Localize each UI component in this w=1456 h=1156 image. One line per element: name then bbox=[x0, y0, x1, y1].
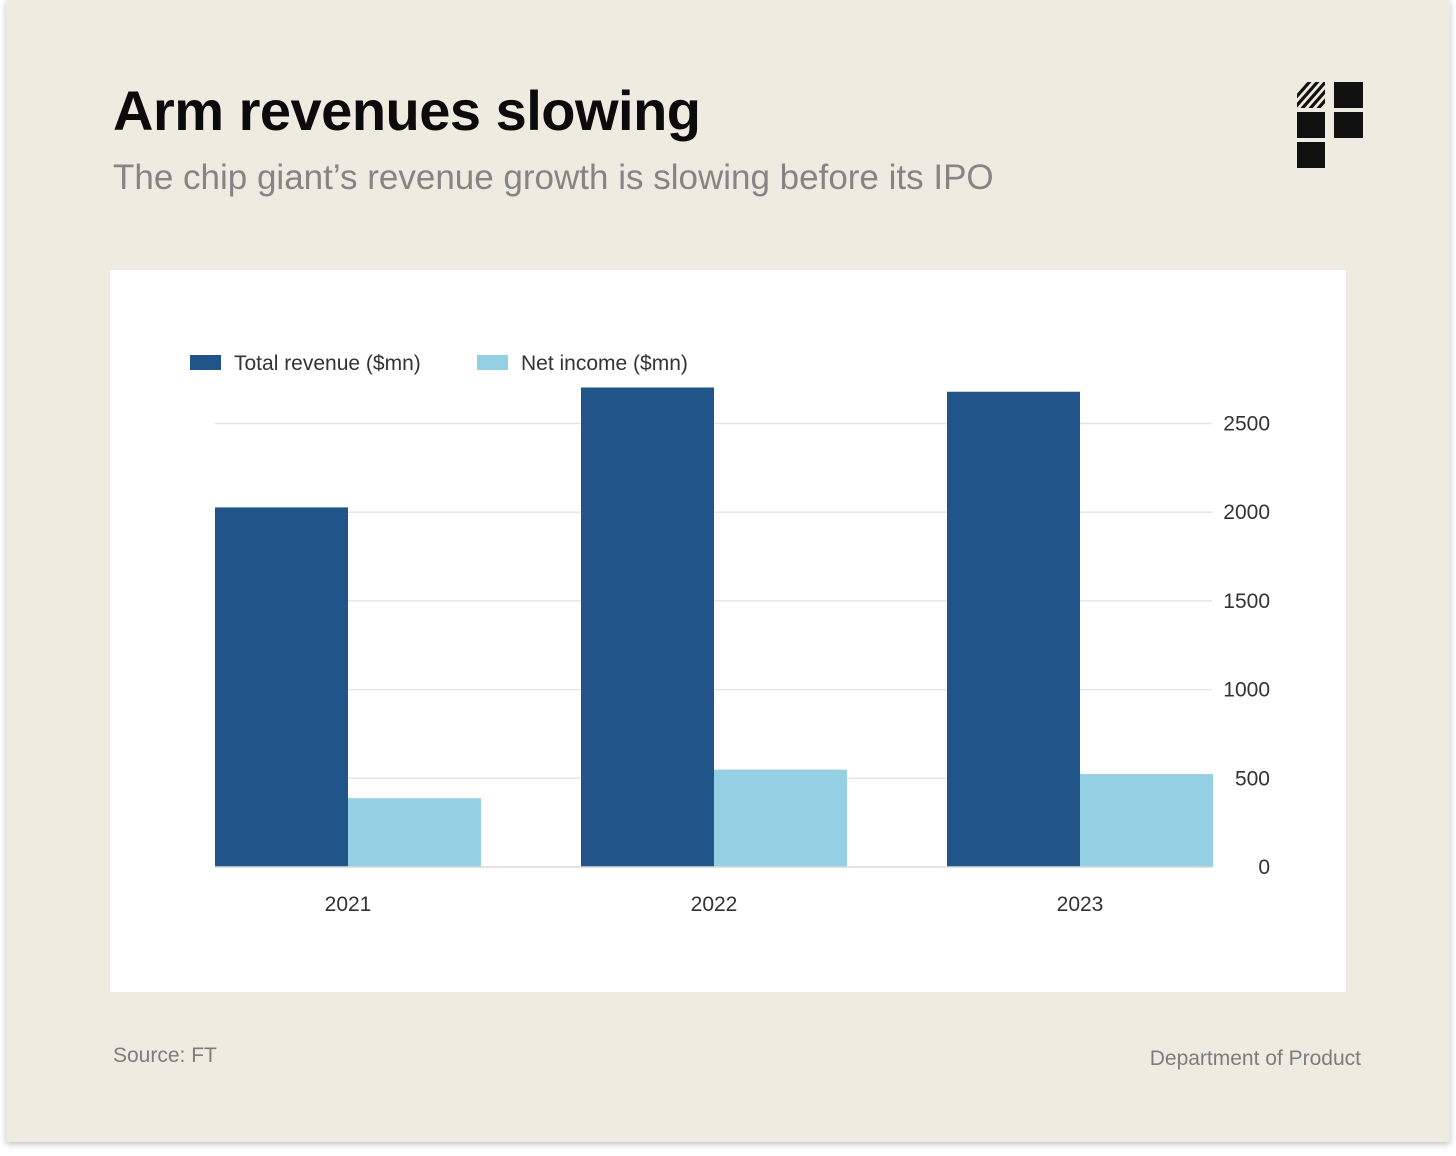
legend-swatch bbox=[190, 355, 221, 370]
chart-panel: 0 500 1000 1500 2000 2500 2021 2022 2023 Total r… bbox=[110, 270, 1346, 992]
axes: 0 500 1000 1500 2000 2500 2021 2022 2023 bbox=[215, 413, 1270, 916]
y-tick-label: 500 bbox=[1235, 767, 1270, 790]
y-tick-label: 1500 bbox=[1223, 590, 1270, 613]
x-tick-label: 2021 bbox=[325, 893, 372, 916]
bar-net-income-2021 bbox=[348, 798, 481, 867]
bar-net-income-2023 bbox=[1080, 774, 1213, 867]
bars bbox=[215, 387, 1213, 867]
legend-swatch bbox=[477, 355, 508, 370]
y-tick-label: 2500 bbox=[1223, 413, 1270, 436]
bar-total-revenue-2021 bbox=[215, 507, 348, 867]
brand-credit: Department of Product bbox=[1149, 1047, 1361, 1070]
bar-total-revenue-2022 bbox=[581, 387, 714, 867]
legend-label: Total revenue ($mn) bbox=[234, 352, 421, 375]
y-tick-label: 0 bbox=[1258, 856, 1270, 879]
legend-label: Net income ($mn) bbox=[521, 352, 688, 375]
legend: Total revenue ($mn) Net income ($mn) bbox=[190, 352, 688, 375]
x-tick-label: 2022 bbox=[691, 893, 738, 916]
chart-subtitle: The chip giant’s revenue growth is slowi… bbox=[113, 158, 994, 197]
y-tick-label: 2000 bbox=[1223, 501, 1270, 524]
x-tick-label: 2023 bbox=[1057, 893, 1104, 916]
source-note: Source: FT bbox=[113, 1044, 217, 1067]
infographic-card: Arm revenues slowing The chip giant’s re… bbox=[6, 0, 1450, 1142]
chart-title: Arm revenues slowing bbox=[113, 79, 701, 142]
y-tick-label: 1000 bbox=[1223, 679, 1270, 702]
bar-net-income-2022 bbox=[714, 769, 847, 867]
publisher-logo-icon bbox=[1297, 82, 1363, 168]
bar-chart: 0 500 1000 1500 2000 2500 2021 2022 2023 Total r… bbox=[190, 352, 1270, 916]
bar-total-revenue-2023 bbox=[947, 391, 1080, 867]
